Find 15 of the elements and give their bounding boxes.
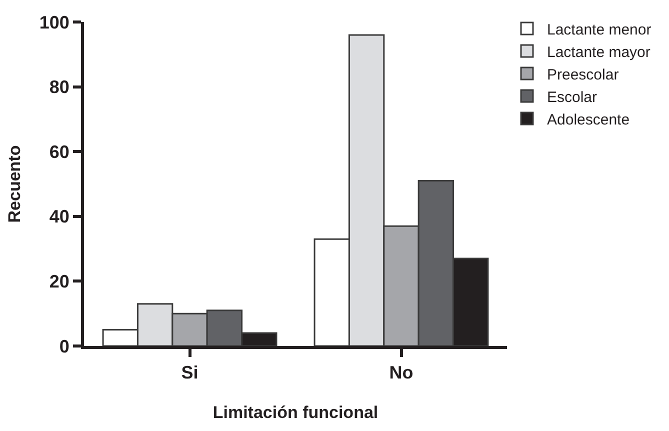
y-tick-label: 60 [49,142,70,162]
x-axis-title: Limitación funcional [212,403,378,422]
legend-label: Adolescente [547,111,630,128]
y-tick-label: 40 [49,206,70,227]
x-tick-label: Si [181,362,198,383]
x-tick-label: No [389,362,414,383]
legend-label: Escolar [547,88,598,106]
y-tick-label: 80 [49,77,70,98]
legend-label: Lactante menor [547,21,652,38]
legend-label: Preescolar [547,66,619,84]
y-tick-label: 20 [49,272,70,292]
y-tick-label: 100 [39,12,70,32]
y-tick-label: 0 [59,336,70,356]
legend-label: Lactante mayor [547,44,650,61]
y-axis-title: Recuento [4,145,24,223]
